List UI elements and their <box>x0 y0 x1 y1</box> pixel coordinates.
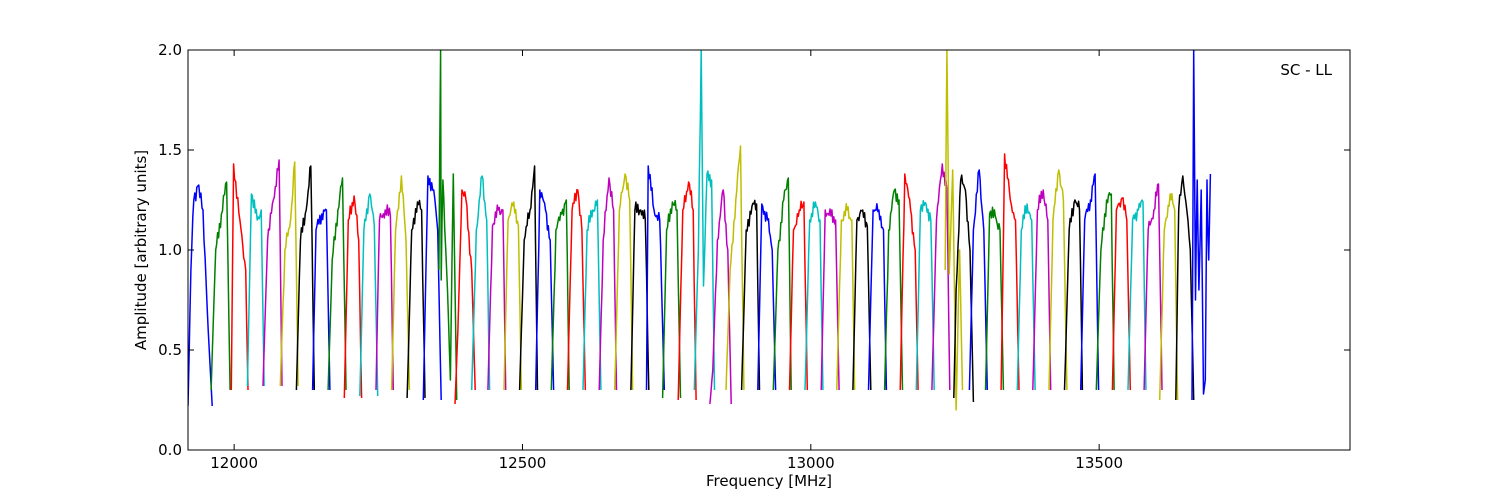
series-line-34 <box>725 145 745 391</box>
series-line-59 <box>1111 197 1132 391</box>
series-line-46 <box>915 199 935 391</box>
x-tick-label-12000: 12000 <box>210 454 258 472</box>
series-line-51 <box>984 206 1005 391</box>
y-axis-label: Amplitude [arbitrary units] <box>132 150 150 350</box>
series-line-10 <box>343 195 363 399</box>
x-axis-label: Frequency [MHz] <box>706 472 832 490</box>
series-line-56 <box>1063 199 1084 391</box>
series-line-1 <box>188 184 213 407</box>
series-line-28 <box>630 201 650 391</box>
series-line-18 <box>470 175 491 391</box>
series-line-41 <box>836 203 856 391</box>
series-line-20 <box>503 201 523 391</box>
series-line-30 <box>661 199 682 399</box>
series-line-15 <box>422 175 442 401</box>
y-tick-label-3: 1.5 <box>158 141 182 159</box>
series-line-36 <box>757 203 777 391</box>
series-line-48 <box>944 50 964 411</box>
series-line-27 <box>613 173 634 391</box>
series-line-29 <box>645 165 666 391</box>
series-line-40 <box>820 208 840 391</box>
series-line-63 <box>1175 175 1195 401</box>
y-tick-label-4: 2.0 <box>158 41 182 59</box>
series-line-13 <box>390 175 411 391</box>
series-line-52 <box>1000 153 1020 391</box>
series-line-31 <box>677 181 697 401</box>
series-line-50 <box>968 169 989 391</box>
x-tick-label-13000: 13000 <box>787 454 835 472</box>
series-line-12 <box>375 204 395 391</box>
series-line-25 <box>582 199 602 391</box>
series-line-17 <box>454 189 476 405</box>
series-line-32 <box>693 50 716 391</box>
series-line-2 <box>210 181 231 391</box>
series-line-3 <box>230 163 249 391</box>
series-line-14 <box>406 199 426 399</box>
series-line-45 <box>899 173 919 391</box>
series-line-47 <box>931 163 951 391</box>
series-line-4 <box>246 193 265 387</box>
x-tick-label-13500: 13500 <box>1075 454 1123 472</box>
series-line-26 <box>598 177 618 391</box>
series-line-21 <box>518 165 539 391</box>
series-line-16 <box>438 50 458 401</box>
series-line-9 <box>327 177 347 391</box>
series-line-62 <box>1158 192 1179 401</box>
series-line-37 <box>772 177 792 391</box>
series-line-11 <box>359 193 379 397</box>
y-tick-label-0: 0.0 <box>158 441 182 459</box>
series-line-42 <box>852 209 872 391</box>
series-line-54 <box>1032 189 1052 391</box>
series-line-19 <box>487 204 507 391</box>
series-line-44 <box>883 188 904 391</box>
y-tick-label-1: 0.5 <box>158 341 182 359</box>
y-tick-label-2: 1.0 <box>158 241 182 259</box>
tick-layer: 12000 12500 13000 13500 0.0 0.5 1.0 1.5 2.0 <box>158 41 1350 472</box>
annotation-label: SC - LL <box>1280 61 1332 79</box>
series-line-58 <box>1095 192 1115 391</box>
series-line-43 <box>867 203 888 391</box>
x-tick-label-12500: 12500 <box>499 454 547 472</box>
series-line-22 <box>534 189 555 391</box>
series-line-49 <box>953 174 975 403</box>
series-line-53 <box>1016 203 1036 391</box>
series-line-39 <box>804 201 824 391</box>
series-line-38 <box>788 200 809 391</box>
series-layer <box>188 50 1212 411</box>
series-line-60 <box>1127 199 1147 391</box>
series-line-7 <box>295 165 316 391</box>
series-line-55 <box>1048 169 1068 391</box>
series-line-33 <box>709 189 732 405</box>
series-line-57 <box>1079 173 1100 391</box>
series-line-23 <box>550 199 570 391</box>
series-line-8 <box>311 208 331 391</box>
series-line-61 <box>1143 183 1163 391</box>
series-line-5 <box>262 159 283 387</box>
series-line-6 <box>279 161 299 387</box>
series-line-24 <box>566 188 587 391</box>
series-line-35 <box>740 199 761 391</box>
series-line-64 <box>1191 50 1212 401</box>
